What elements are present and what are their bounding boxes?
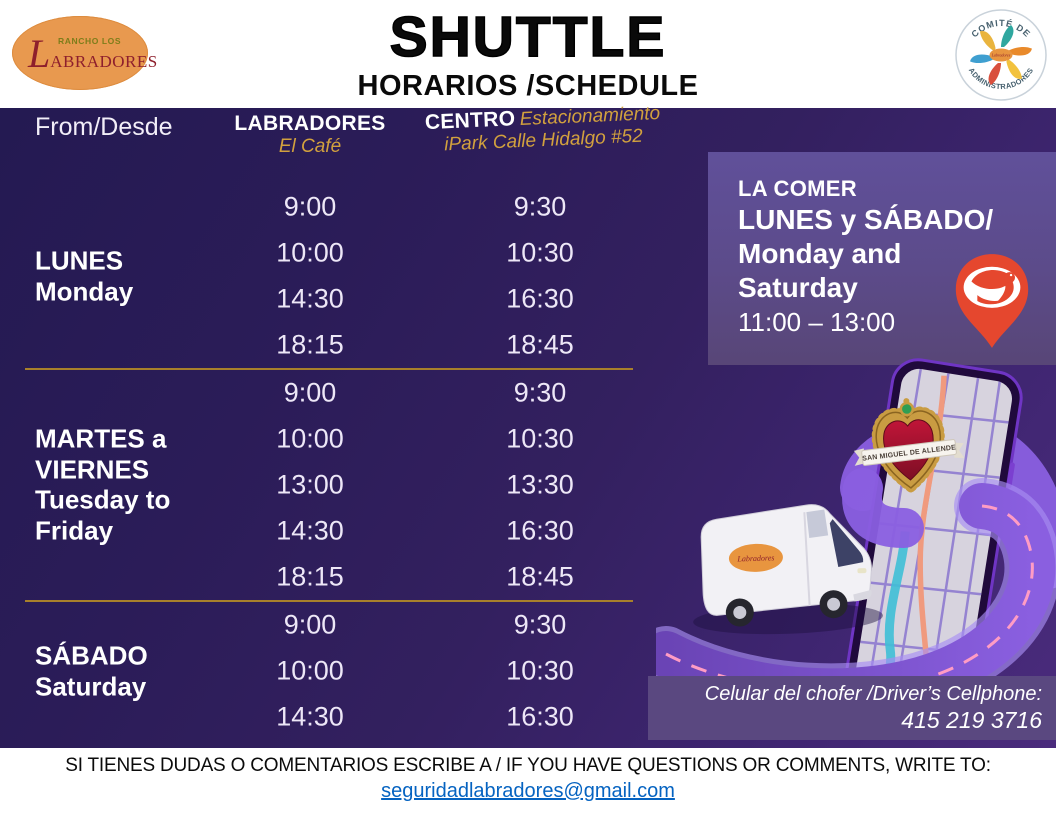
schedule-row: 13:00 13:30	[0, 462, 665, 508]
contact-email-link[interactable]: seguridadlabradores@gmail.com	[381, 780, 675, 802]
schedule-row: 18:15 18:45	[0, 554, 665, 600]
la-comer-pelican-pin-icon	[955, 254, 1029, 348]
van-logo-text: Labradores	[736, 553, 774, 563]
time-centro: 9:30	[513, 377, 567, 408]
time-labradores: 13:00	[276, 469, 344, 500]
schedule-row: 14:30 16:30	[0, 508, 665, 554]
schedule-section: LUNES Monday 9:00 9:30 10:00 10:30 14:30 16:30 1…	[0, 184, 665, 368]
footer-band: SI TIENES DUDAS O COMENTARIOS ESCRIBE A …	[0, 748, 1056, 816]
centro-column-title: CENTRO	[424, 107, 516, 135]
la-comer-days-es: LUNES y SÁBADO/	[738, 203, 994, 235]
time-labradores: 9:00	[283, 377, 337, 408]
schedule-row: 9:00 9:30	[0, 370, 665, 416]
time-labradores: 9:00	[283, 191, 337, 222]
la-comer-panel: LA COMER LUNES y SÁBADO/ Monday and Satu…	[708, 152, 1056, 365]
la-comer-days-en-2: Saturday	[738, 272, 858, 304]
poster-subtitle: HORARIOS /SCHEDULE	[357, 70, 699, 102]
schedule-section: MARTES a VIERNES Tuesday to Friday 9:00 9:30 1…	[0, 368, 665, 600]
schedule-row: 14:30 16:30	[0, 694, 665, 740]
la-comer-title: LA COMER	[738, 176, 857, 201]
badge-center-text: Labradores	[991, 53, 1011, 58]
time-centro: 9:30	[513, 191, 567, 222]
column-header-labradores: LABRADORES El Café	[222, 112, 398, 158]
road-ring-front	[842, 468, 924, 548]
shuttle-illustration: SAN MIGUEL DE ALLENDE Labradores	[656, 358, 1056, 722]
san-miguel-heart-badge: SAN MIGUEL DE ALLENDE	[853, 398, 965, 494]
badge-pinwheel-icon: Labradores	[970, 25, 1032, 85]
rancho-los-labradores-logo: RANCHO LOS LABRADORES	[12, 16, 157, 90]
time-labradores: 14:30	[276, 515, 344, 546]
time-centro: 9:30	[513, 609, 567, 640]
driver-cellphone-number: 415 219 3716	[901, 706, 1042, 733]
time-labradores: 18:15	[276, 561, 344, 592]
header-band: RANCHO LOS LABRADORES SHUTTLE HORARIOS /…	[0, 0, 1056, 108]
shuttle-van-illustration: Labradores	[693, 504, 884, 635]
schedule-row: 14:30 16:30	[0, 276, 665, 322]
schedule-row: 10:00 10:30	[0, 416, 665, 462]
time-centro: 10:30	[506, 423, 574, 454]
time-centro: 16:30	[506, 515, 574, 546]
time-labradores: 10:00	[276, 237, 344, 268]
schedule-row: 9:00 9:30	[0, 184, 665, 230]
time-centro: 10:30	[506, 655, 574, 686]
time-labradores: 10:00	[276, 423, 344, 454]
time-centro: 18:45	[506, 329, 574, 360]
time-labradores: 10:00	[276, 655, 344, 686]
footer-message: SI TIENES DUDAS O COMENTARIOS ESCRIBE A …	[65, 755, 991, 776]
comite-administradores-badge: COMITÉ DE ADMINISTRADORES Labradores	[955, 9, 1047, 101]
driver-cellphone-panel: Celular del chofer /Driver’s Cellphone: …	[648, 676, 1056, 740]
poster-title: SHUTTLE	[389, 4, 667, 70]
day-label: SÁBADO Saturday	[35, 640, 148, 701]
time-centro: 16:30	[506, 701, 574, 732]
schedule-row: 18:15 18:45	[0, 322, 665, 368]
from-desde-label: From/Desde	[35, 113, 173, 141]
schedule-row: 10:00 10:30	[0, 648, 665, 694]
driver-cellphone-label: Celular del chofer /Driver’s Cellphone:	[704, 682, 1042, 705]
time-labradores: 14:30	[276, 701, 344, 732]
time-labradores: 14:30	[276, 283, 344, 314]
la-comer-days-en-1: Monday and	[738, 237, 902, 269]
schedule-sections: LUNES Monday 9:00 9:30 10:00 10:30 14:30 16:30 1…	[0, 184, 665, 740]
day-label: LUNES Monday	[35, 245, 134, 306]
time-centro: 10:30	[506, 237, 574, 268]
logo-labradores-text: LABRADORES	[28, 31, 158, 76]
time-centro: 16:30	[506, 283, 574, 314]
time-labradores: 18:15	[276, 329, 344, 360]
time-centro: 13:30	[506, 469, 574, 500]
la-comer-hours: 11:00 – 13:00	[738, 307, 896, 338]
schedule-section: SÁBADO Saturday 9:00 9:30 10:00 10:30 14:30 16:…	[0, 600, 665, 740]
labradores-column-subtitle: El Café	[278, 136, 342, 157]
van-logo-ellipse	[728, 543, 783, 572]
schedule-row: 10:00 10:30	[0, 230, 665, 276]
time-labradores: 9:00	[283, 609, 337, 640]
labradores-column-title: LABRADORES	[234, 112, 386, 135]
time-centro: 18:45	[506, 561, 574, 592]
schedule-row: 9:00 9:30	[0, 602, 665, 648]
logo-rancho-los-text: RANCHO LOS	[58, 36, 122, 46]
day-label: MARTES a VIERNES Tuesday to Friday	[35, 423, 171, 546]
